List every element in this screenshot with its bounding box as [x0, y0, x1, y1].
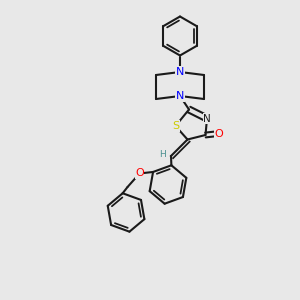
Text: N: N	[176, 91, 184, 101]
Text: H: H	[159, 150, 166, 159]
Text: S: S	[172, 121, 179, 131]
Text: O: O	[135, 169, 144, 178]
Text: N: N	[203, 113, 211, 124]
Text: O: O	[214, 128, 224, 139]
Text: N: N	[176, 67, 184, 77]
